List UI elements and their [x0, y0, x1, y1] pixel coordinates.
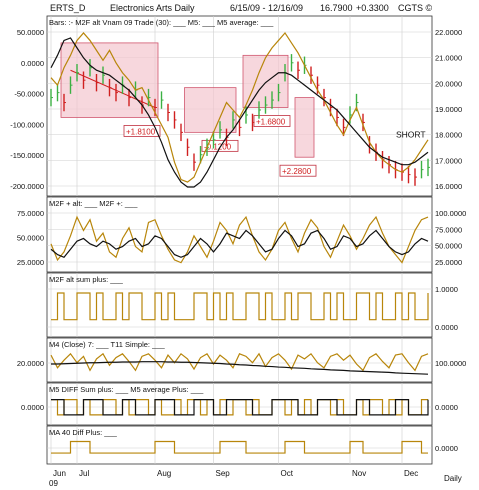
- month-label: Nov: [352, 469, 366, 478]
- panel-frame: [46, 196, 433, 273]
- right-tick-label: 75.0000: [435, 225, 462, 234]
- right-tick-label: 100.0000: [435, 359, 466, 368]
- chart-header: ERTS_D Electronics Arts Daily 6/15/09 - …: [0, 0, 479, 16]
- price-change: +0.3300: [356, 3, 389, 13]
- panel-frame: [46, 15, 433, 197]
- m2f-line: [50, 229, 429, 258]
- panel-frame: [46, 337, 433, 383]
- right-tick-label: 1.0000: [435, 285, 458, 294]
- left-tick-label: 50.0000: [17, 28, 44, 37]
- signal-label-box: [201, 139, 239, 152]
- signal-label: +1.6800: [256, 118, 286, 127]
- panel-legend: M2F alt sum plus: ___: [49, 275, 124, 284]
- panel-legend: M2F + alt: ___ M2F +: ___: [49, 199, 138, 208]
- left-tick-label: 75.0000: [17, 209, 44, 218]
- left-tick-label: -100.0000: [10, 120, 44, 129]
- left-tick-label: -200.0000: [10, 182, 44, 191]
- instrument-name: Electronics Arts Daily: [110, 3, 195, 13]
- left-tick-label: 0.0000: [21, 403, 44, 412]
- signal-box: [184, 87, 237, 133]
- signal-label: +1.8100: [126, 127, 156, 136]
- month-label: Jun: [53, 469, 66, 478]
- signal-label: +2.2800: [282, 167, 312, 176]
- period-label: Daily: [444, 474, 462, 483]
- right-tick-label: 0.0000: [435, 403, 458, 412]
- m2f-alt-line: [50, 215, 429, 264]
- right-tick-label: 19.0000: [435, 105, 462, 114]
- right-tick-label: 50.0000: [435, 242, 462, 251]
- month-label: Sep: [216, 469, 231, 478]
- left-tick-label: -50.0000: [14, 90, 44, 99]
- signal-label: -0.1200: [204, 142, 232, 151]
- right-tick-label: 17.0000: [435, 156, 462, 165]
- ma40-diff-line: [51, 440, 428, 454]
- right-tick-label: 22.0000: [435, 28, 462, 37]
- panel-frame: [46, 425, 433, 465]
- right-tick-label: 16.0000: [435, 182, 462, 191]
- signal-label-box: [253, 115, 291, 127]
- left-tick-label: 20.0000: [17, 359, 44, 368]
- m5-average-plus-line: [51, 398, 429, 416]
- month-label: Dec: [404, 469, 418, 478]
- date-range: 6/15/09 - 12/16/09: [230, 3, 304, 13]
- signal-label-box: [279, 164, 317, 177]
- symbol: ERTS_D: [50, 3, 86, 13]
- year-label: 09: [49, 479, 58, 488]
- right-tick-label: 18.0000: [435, 131, 462, 140]
- panel-legend: Bars: :- M2F alt Vnam 09 Trade (30): ___…: [49, 18, 274, 27]
- m2f-alt-sum-line: [51, 292, 429, 321]
- right-tick-label: 21.0000: [435, 54, 462, 63]
- left-tick-label: 25.0000: [17, 258, 44, 267]
- m5-average-line: [50, 37, 429, 188]
- left-tick-label: 50.0000: [17, 234, 44, 243]
- month-label: Aug: [157, 469, 171, 478]
- panel-legend: M4 (Close) 7: ___ T11 Simple: ___: [49, 340, 165, 349]
- panel-frame: [46, 382, 433, 426]
- left-tick-label: -150.0000: [10, 151, 44, 160]
- month-label: Jul: [79, 469, 89, 478]
- panel-legend: MA 40 Diff Plus: ___: [49, 428, 118, 437]
- signal-label-box: [123, 125, 161, 137]
- brand-label: CGTS ©: [398, 3, 433, 13]
- panel-legend: M5 DIFF Sum plus: ___ M5 average Plus: _…: [49, 385, 204, 394]
- month-label: Oct: [281, 469, 294, 478]
- right-tick-label: 25.0000: [435, 258, 462, 267]
- right-tick-label: 100.0000: [435, 209, 466, 218]
- panel-frame: [46, 272, 433, 338]
- signal-box: [294, 97, 315, 158]
- m5-line: [50, 31, 429, 183]
- left-tick-label: 0.0000: [21, 59, 44, 68]
- t11-simple-line: [51, 361, 429, 375]
- last-price: 16.7900: [320, 3, 353, 13]
- right-tick-label: 0.0000: [435, 323, 458, 332]
- right-tick-label: 20.0000: [435, 79, 462, 88]
- trend-line: [70, 69, 156, 108]
- right-tick-label: 0.0000: [435, 444, 458, 453]
- m4-close-line: [50, 352, 429, 372]
- short-annotation: SHORT: [396, 129, 426, 139]
